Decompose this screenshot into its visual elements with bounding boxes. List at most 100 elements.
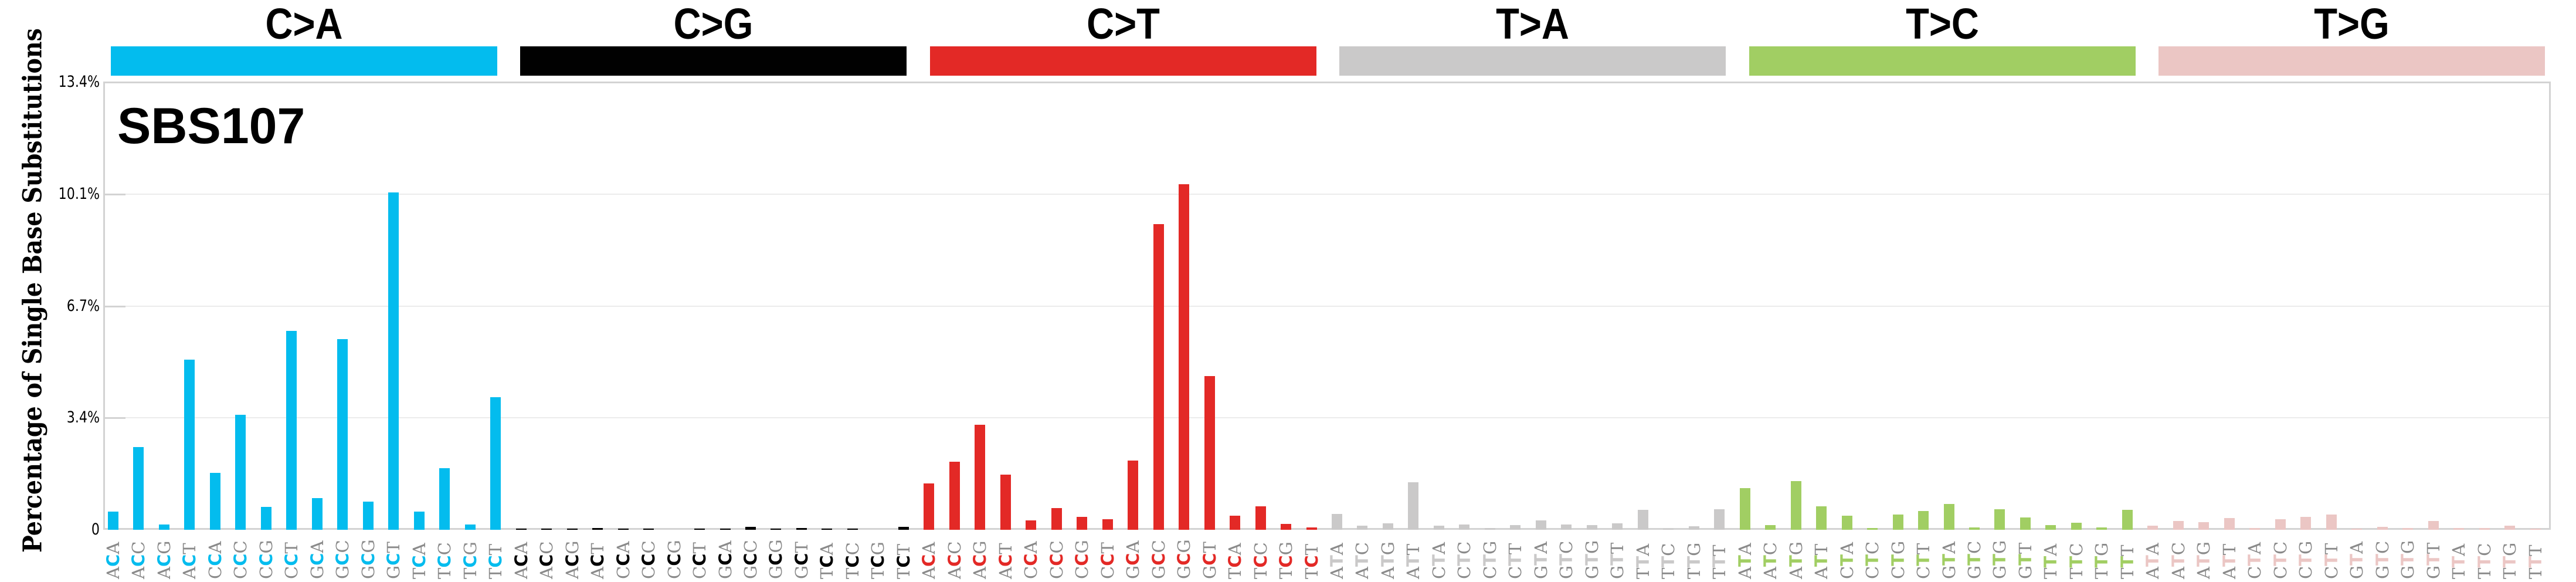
y-tick-mark bbox=[105, 193, 125, 195]
bar bbox=[694, 529, 705, 530]
bar bbox=[260, 506, 271, 530]
bar bbox=[2020, 517, 2031, 530]
group-color-bar bbox=[520, 46, 907, 76]
bar bbox=[1969, 527, 1980, 530]
group-label-t-to-c: T>C bbox=[1905, 0, 1979, 48]
bar bbox=[975, 424, 986, 530]
y-tick-label: 3.4% bbox=[66, 408, 100, 427]
bar bbox=[1612, 523, 1623, 530]
bar bbox=[1281, 523, 1292, 530]
group-label-t-to-a: T>A bbox=[1496, 0, 1570, 48]
bar bbox=[490, 397, 501, 530]
bar bbox=[2351, 529, 2363, 530]
bar bbox=[2275, 519, 2286, 530]
bar bbox=[643, 529, 654, 530]
bar bbox=[822, 528, 833, 530]
bar bbox=[949, 461, 960, 530]
bar bbox=[1204, 375, 1215, 530]
bar bbox=[1051, 507, 1062, 530]
bar bbox=[1000, 475, 1011, 530]
signature-title: SBS107 bbox=[117, 98, 306, 154]
bar bbox=[719, 529, 731, 530]
bar bbox=[311, 498, 323, 530]
gridline bbox=[105, 305, 2549, 307]
bar bbox=[158, 524, 169, 530]
bar bbox=[1586, 525, 1597, 530]
bar bbox=[2453, 527, 2465, 530]
group-color-bar bbox=[929, 46, 1316, 76]
bar bbox=[1561, 524, 1572, 530]
group-color-bar bbox=[1749, 46, 2136, 76]
bar bbox=[286, 331, 297, 530]
bar bbox=[1892, 514, 1903, 530]
gridline bbox=[105, 417, 2549, 419]
group-label-c-to-g: C>G bbox=[674, 0, 754, 48]
bar bbox=[1994, 509, 2005, 530]
bar bbox=[1714, 509, 1725, 530]
group-color-bar bbox=[1339, 46, 1726, 76]
bar bbox=[566, 529, 578, 530]
bar bbox=[2530, 529, 2541, 530]
bar bbox=[388, 192, 399, 530]
bar bbox=[847, 529, 858, 530]
bar bbox=[1790, 481, 1801, 530]
bar bbox=[796, 528, 807, 530]
bar bbox=[1332, 513, 1342, 530]
group-label-c-to-a: C>A bbox=[265, 0, 343, 48]
bar bbox=[1918, 511, 1929, 530]
bar bbox=[108, 511, 118, 530]
bar bbox=[2326, 515, 2337, 530]
bar bbox=[2377, 527, 2388, 530]
bar bbox=[413, 512, 425, 530]
bar bbox=[1179, 184, 1190, 530]
bar bbox=[2402, 527, 2414, 530]
bar bbox=[592, 527, 603, 530]
bar bbox=[1153, 224, 1164, 530]
bar bbox=[2147, 525, 2158, 530]
bar bbox=[1535, 520, 1546, 530]
bar bbox=[184, 359, 195, 530]
bar bbox=[133, 446, 144, 530]
bar bbox=[617, 529, 629, 530]
bar bbox=[2428, 520, 2439, 530]
bar bbox=[1637, 509, 1648, 530]
group-label-t-to-g: T>G bbox=[2314, 0, 2390, 48]
bar bbox=[1816, 506, 1827, 530]
bar bbox=[439, 468, 450, 530]
bar bbox=[2045, 525, 2056, 530]
bar bbox=[1484, 528, 1495, 530]
bar bbox=[924, 483, 935, 530]
bar bbox=[2122, 510, 2133, 530]
bar bbox=[362, 501, 374, 530]
group-color-bar bbox=[2158, 46, 2545, 76]
bar bbox=[2479, 528, 2490, 530]
bar bbox=[745, 527, 756, 530]
bar bbox=[898, 527, 909, 530]
bar bbox=[515, 529, 527, 530]
plot-area-frame bbox=[103, 82, 2551, 530]
group-label-c-to-t: C>T bbox=[1086, 0, 1160, 48]
group-color-bar bbox=[111, 46, 497, 76]
bar bbox=[1128, 461, 1139, 530]
bar bbox=[541, 529, 552, 530]
bar bbox=[2071, 523, 2082, 530]
bar bbox=[771, 529, 782, 530]
bar bbox=[1306, 527, 1317, 530]
bar bbox=[2224, 517, 2235, 530]
bar bbox=[235, 414, 246, 530]
bar bbox=[1663, 528, 1674, 530]
y-tick-label: 6.7% bbox=[66, 296, 100, 315]
y-tick-label: 0 bbox=[91, 520, 100, 539]
bar bbox=[2173, 520, 2184, 530]
bar bbox=[1433, 526, 1444, 530]
bar bbox=[1408, 482, 1419, 530]
bar bbox=[1867, 528, 1878, 530]
bar bbox=[1510, 525, 1521, 530]
bar bbox=[1688, 526, 1699, 530]
bar bbox=[1765, 525, 1776, 530]
y-tick-mark bbox=[105, 305, 125, 307]
bar bbox=[2300, 517, 2312, 530]
y-axis-title-text: Percentage of Single Base Substitutions bbox=[18, 28, 48, 553]
bar bbox=[337, 339, 348, 530]
bar bbox=[2504, 526, 2516, 530]
